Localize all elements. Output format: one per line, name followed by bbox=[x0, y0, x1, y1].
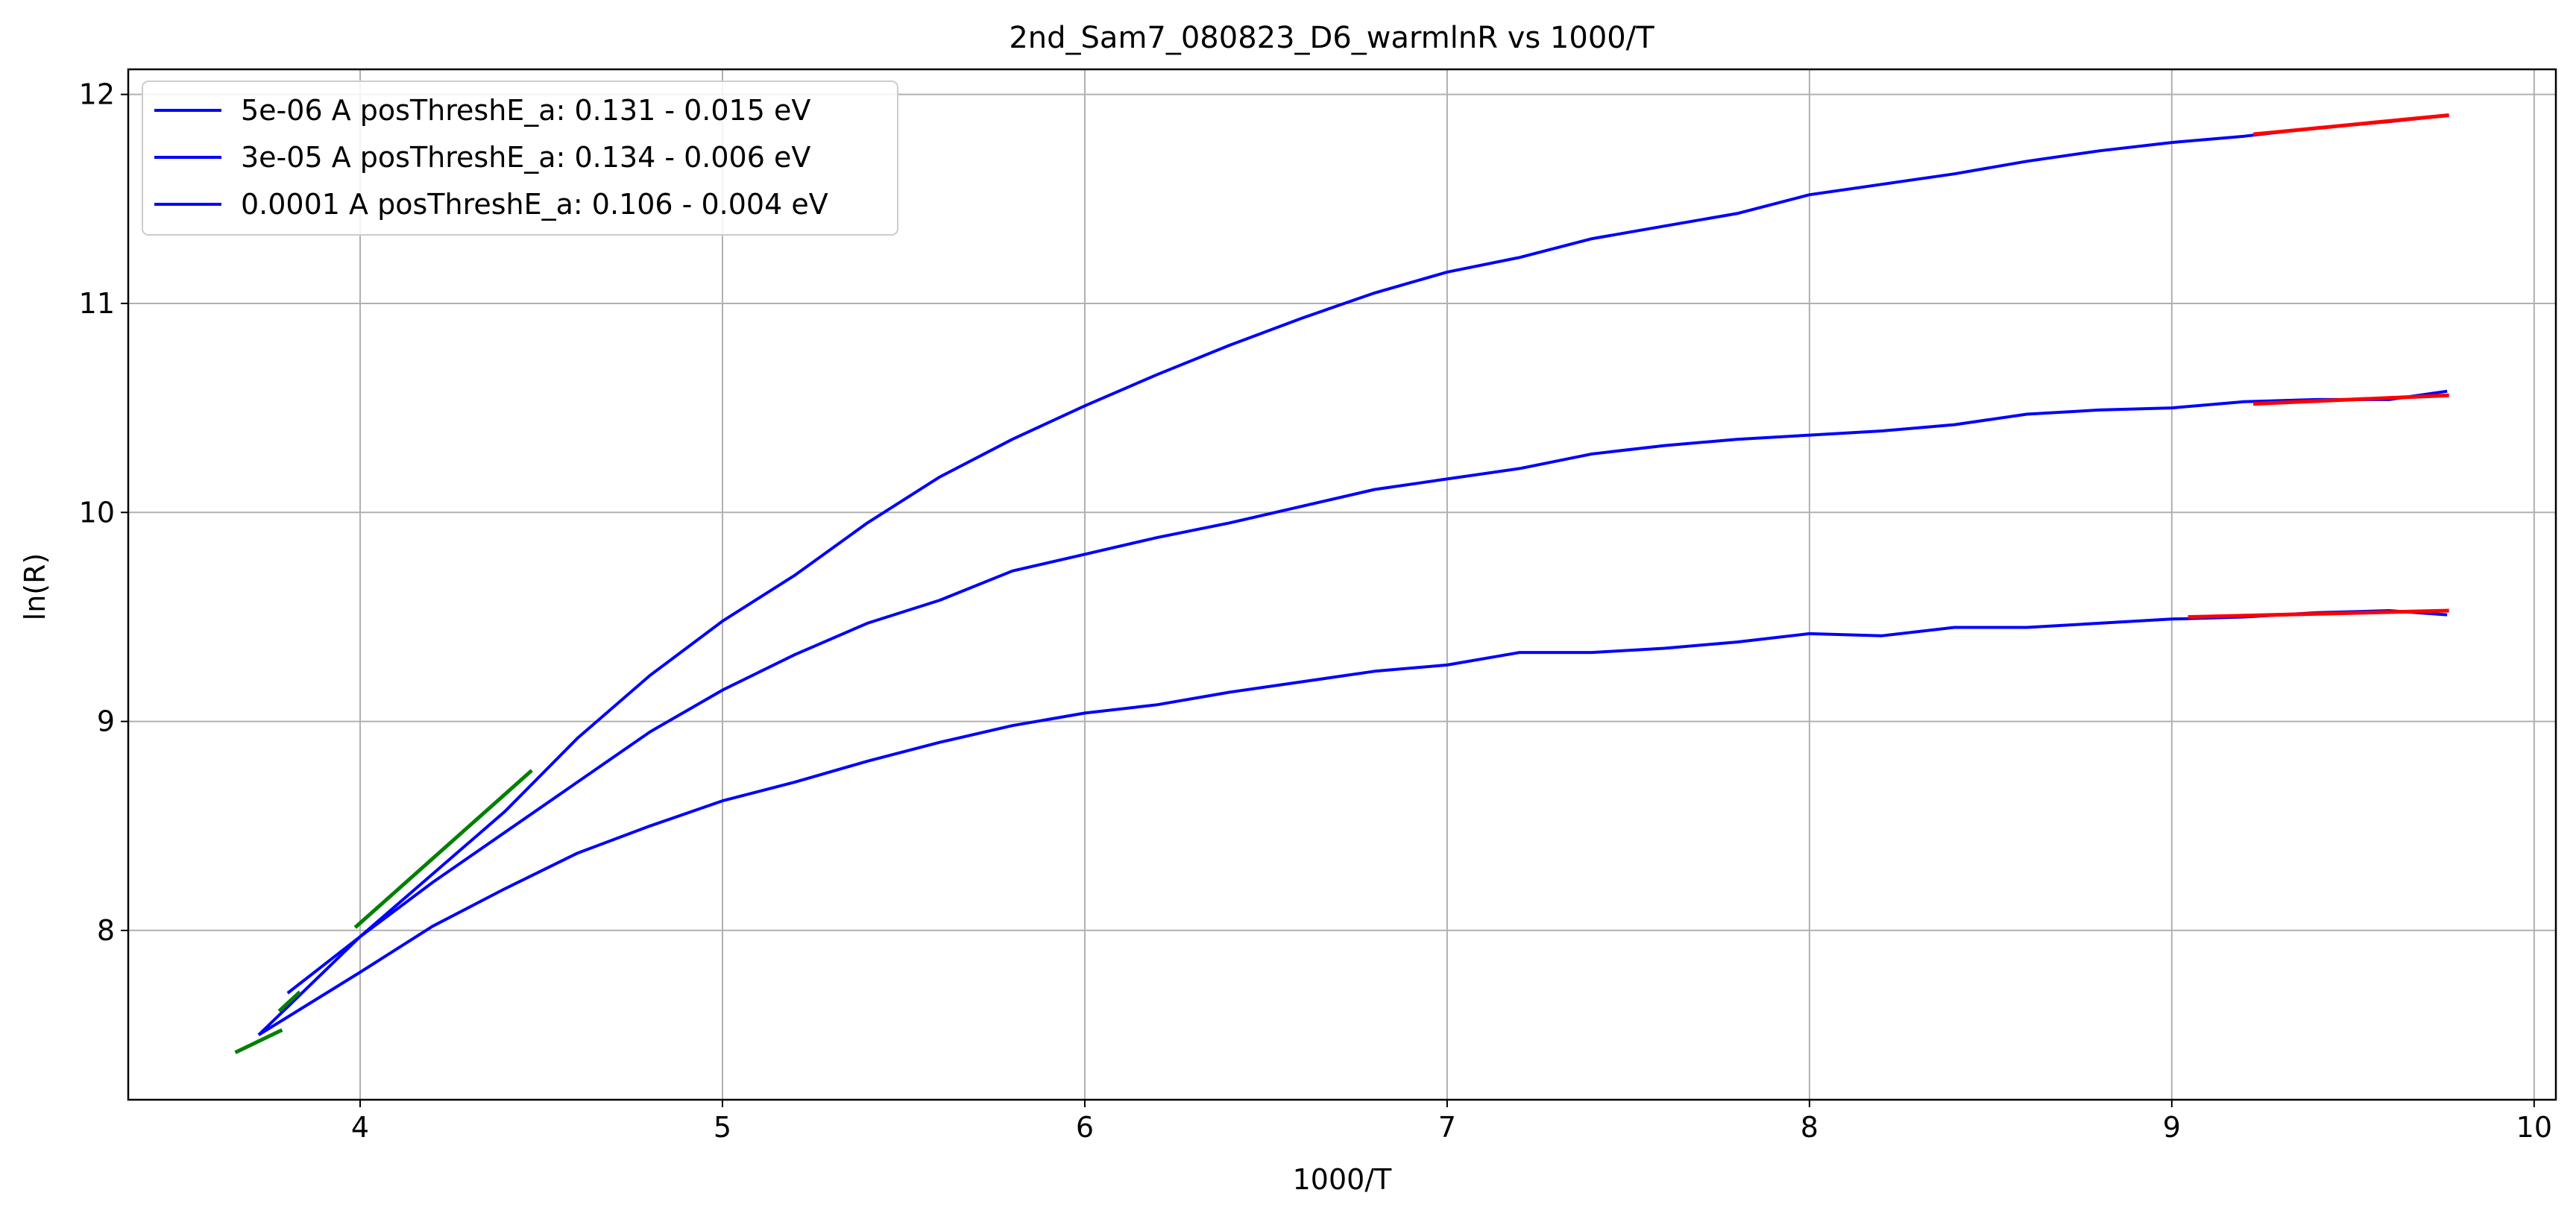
fit-line-1 bbox=[2252, 113, 2449, 136]
plot-area-frame bbox=[127, 68, 2557, 1101]
fit-lines-group bbox=[234, 113, 2449, 1054]
legend: 5e-06 A posThreshE_a: 0.131 - 0.015 eV 3e… bbox=[142, 81, 898, 236]
y-axis-label: ln(R) bbox=[19, 553, 51, 621]
y-axis-ticks: 8 9 10 11 12 bbox=[79, 78, 128, 947]
y-tick-label: 9 bbox=[97, 705, 115, 738]
series-line-3 bbox=[257, 609, 2448, 1036]
fit-line-6 bbox=[234, 1028, 283, 1054]
x-tick-label: 7 bbox=[1438, 1111, 1456, 1144]
x-tick-label: 9 bbox=[2163, 1111, 2181, 1144]
x-tick-label: 8 bbox=[1801, 1111, 1818, 1144]
x-axis-ticks: 4 5 6 7 8 9 10 bbox=[351, 1100, 2552, 1144]
x-tick-label: 4 bbox=[351, 1111, 369, 1144]
legend-box bbox=[142, 81, 898, 236]
fit-line-2 bbox=[2252, 393, 2449, 406]
legend-label-1: 5e-06 A posThreshE_a: 0.131 - 0.015 eV bbox=[241, 94, 810, 127]
y-tick-label: 8 bbox=[97, 914, 115, 947]
y-tick-label: 12 bbox=[79, 78, 115, 111]
y-tick-label: 11 bbox=[79, 287, 115, 320]
series-group bbox=[257, 113, 2448, 1036]
series-line-2 bbox=[257, 389, 2448, 1036]
x-tick-label: 10 bbox=[2516, 1111, 2552, 1144]
chart-title: 2nd_Sam7_080823_D6_warmlnR vs 1000/T bbox=[1009, 21, 1654, 55]
x-tick-label: 5 bbox=[714, 1111, 731, 1144]
y-tick-label: 10 bbox=[79, 496, 115, 529]
fit-line-3 bbox=[2188, 608, 2449, 620]
fit-line-4 bbox=[277, 990, 301, 1013]
legend-label-3: 0.0001 A posThreshE_a: 0.106 - 0.004 eV bbox=[241, 188, 828, 221]
x-axis-label: 1000/T bbox=[1293, 1163, 1393, 1196]
fit-line-5 bbox=[353, 769, 533, 929]
legend-label-2: 3e-05 A posThreshE_a: 0.134 - 0.006 eV bbox=[241, 141, 810, 174]
x-tick-label: 6 bbox=[1076, 1111, 1094, 1144]
series-line-1 bbox=[286, 113, 2448, 995]
